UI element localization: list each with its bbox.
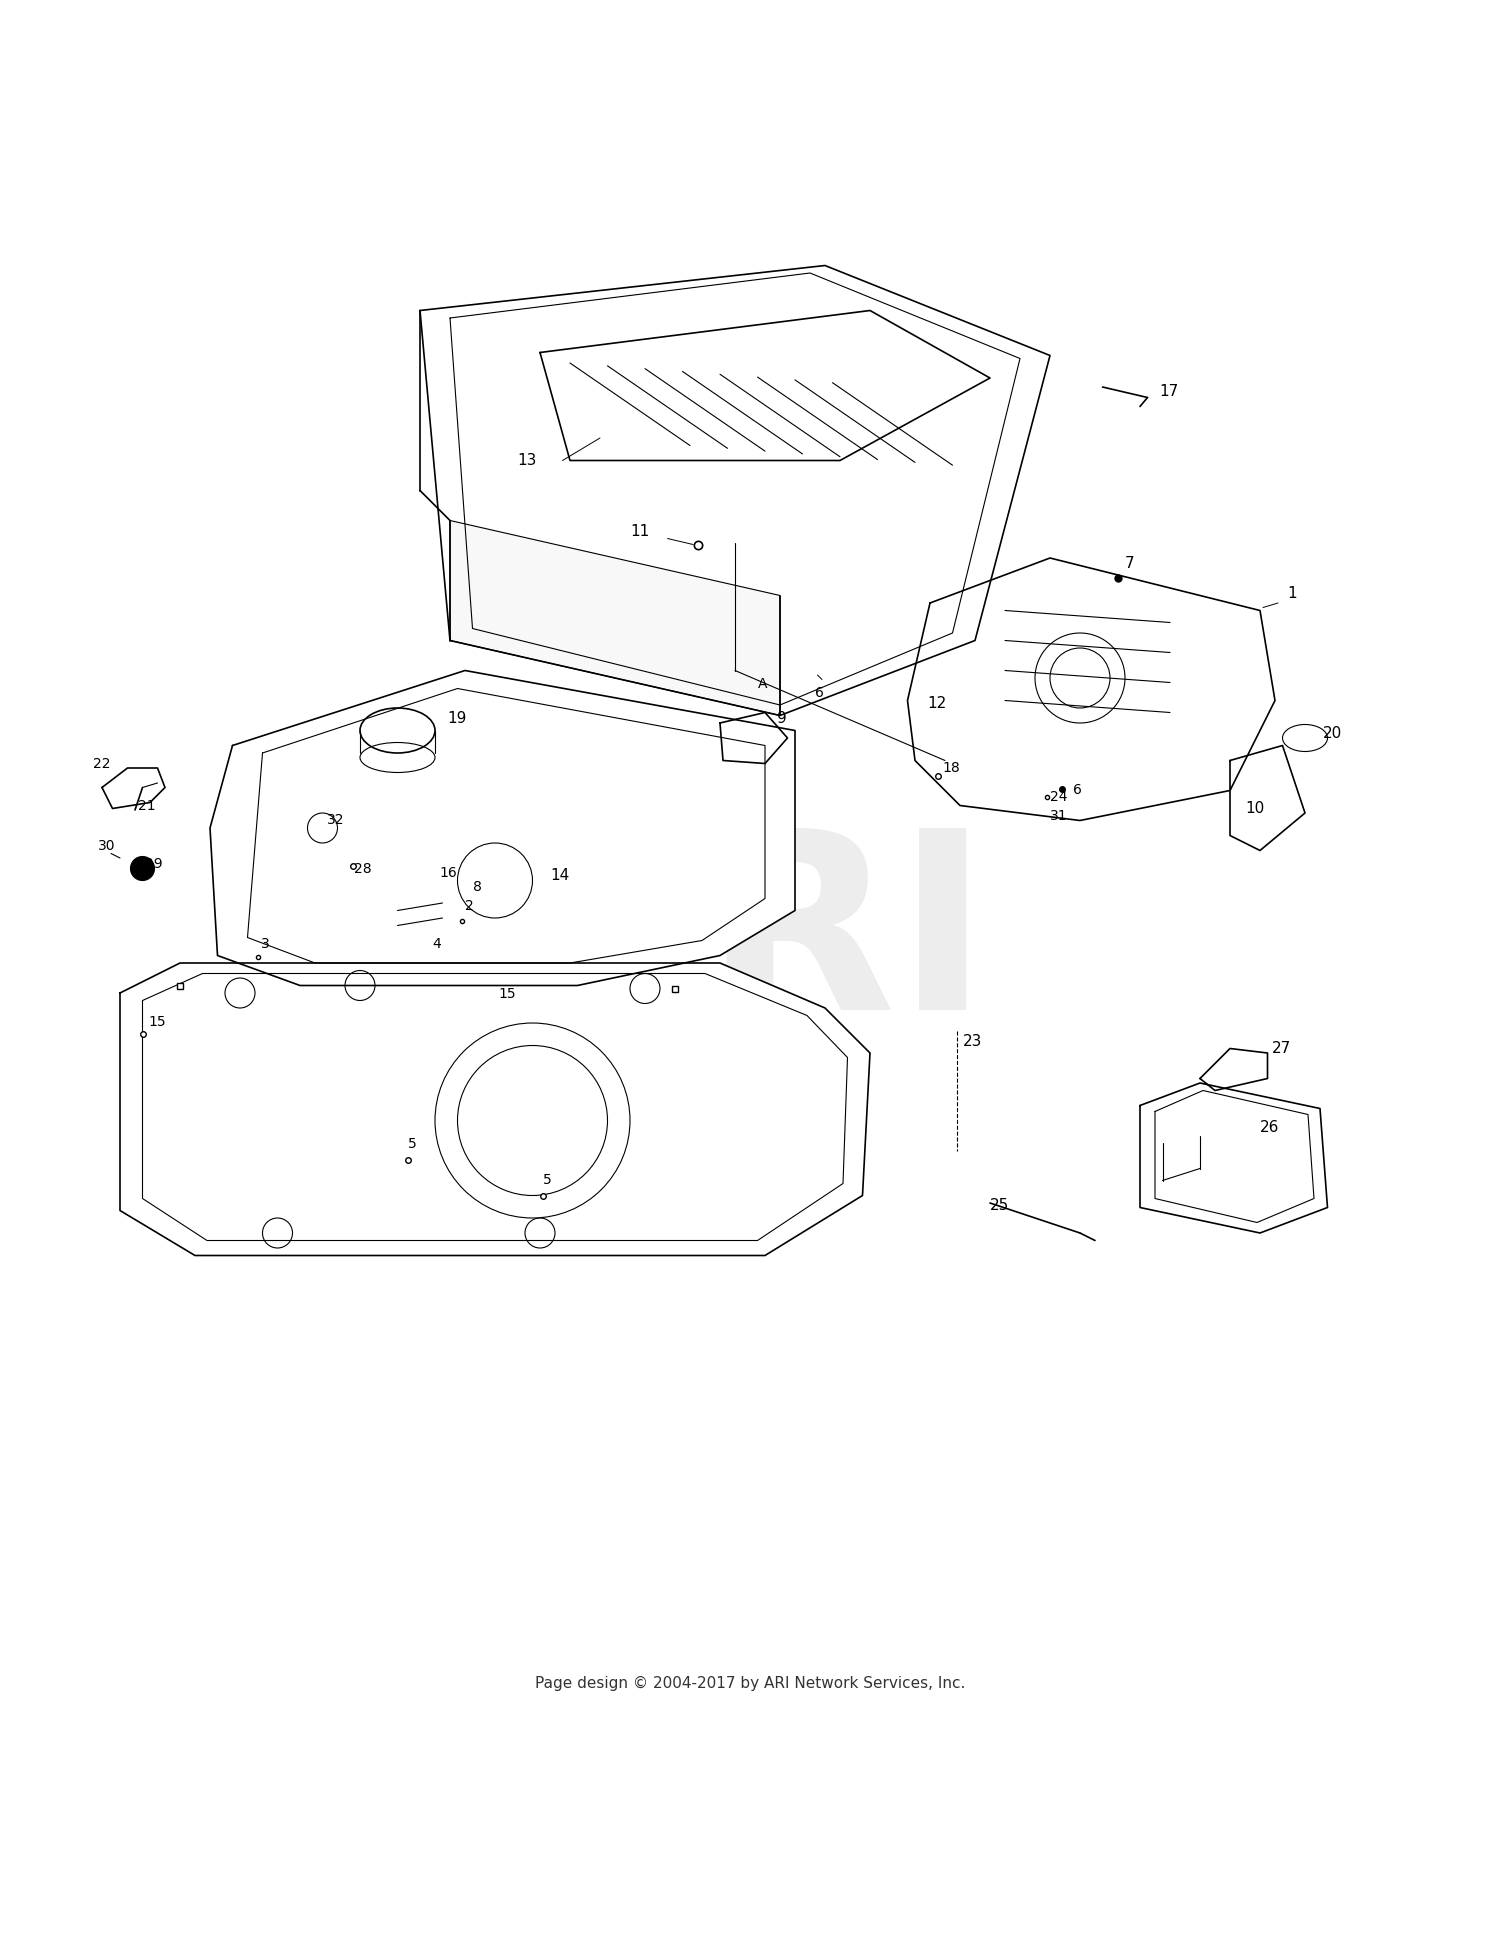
Text: 23: 23 xyxy=(963,1033,982,1048)
Text: 6: 6 xyxy=(815,687,824,701)
Polygon shape xyxy=(420,266,1050,716)
Text: 26: 26 xyxy=(1260,1120,1280,1135)
Text: 3: 3 xyxy=(261,938,270,951)
Polygon shape xyxy=(102,769,165,809)
Text: 24: 24 xyxy=(1050,790,1068,804)
Circle shape xyxy=(130,856,154,881)
Polygon shape xyxy=(720,712,788,763)
Text: 11: 11 xyxy=(630,524,650,538)
Polygon shape xyxy=(1200,1048,1268,1091)
Text: 31: 31 xyxy=(1050,809,1068,823)
Text: 15: 15 xyxy=(148,1015,166,1029)
Text: 19: 19 xyxy=(447,710,466,726)
Text: 7: 7 xyxy=(1125,557,1134,571)
Polygon shape xyxy=(120,963,870,1256)
Text: 5: 5 xyxy=(543,1172,552,1186)
Text: 13: 13 xyxy=(518,452,537,468)
Text: 25: 25 xyxy=(990,1198,1010,1213)
Text: 6: 6 xyxy=(1072,782,1082,796)
Text: 17: 17 xyxy=(1160,384,1179,400)
Text: 14: 14 xyxy=(550,868,570,883)
Text: 30: 30 xyxy=(98,840,116,854)
Text: 27: 27 xyxy=(1272,1040,1292,1056)
Text: Page design © 2004-2017 by ARI Network Services, Inc.: Page design © 2004-2017 by ARI Network S… xyxy=(536,1675,964,1691)
Text: 5: 5 xyxy=(408,1137,417,1151)
Text: 22: 22 xyxy=(93,757,111,771)
Text: 20: 20 xyxy=(1323,726,1342,741)
Text: 18: 18 xyxy=(942,761,960,776)
Polygon shape xyxy=(210,670,795,986)
Text: 29: 29 xyxy=(146,858,164,872)
Polygon shape xyxy=(908,557,1275,821)
Polygon shape xyxy=(450,520,780,716)
Text: 21: 21 xyxy=(138,800,156,813)
Text: ARI: ARI xyxy=(510,819,990,1062)
Text: 8: 8 xyxy=(472,879,482,895)
Text: 9: 9 xyxy=(777,710,786,726)
Text: A: A xyxy=(758,677,766,691)
Polygon shape xyxy=(1230,745,1305,850)
Text: 4: 4 xyxy=(432,938,441,951)
Text: 1: 1 xyxy=(1287,586,1296,602)
Text: 15: 15 xyxy=(498,986,516,1000)
Text: 32: 32 xyxy=(327,813,345,827)
Polygon shape xyxy=(1140,1083,1328,1233)
Text: 12: 12 xyxy=(927,697,946,710)
Text: 2: 2 xyxy=(465,899,474,914)
Text: 16: 16 xyxy=(440,866,458,881)
Text: 10: 10 xyxy=(1245,802,1264,815)
Text: 28: 28 xyxy=(354,862,372,875)
